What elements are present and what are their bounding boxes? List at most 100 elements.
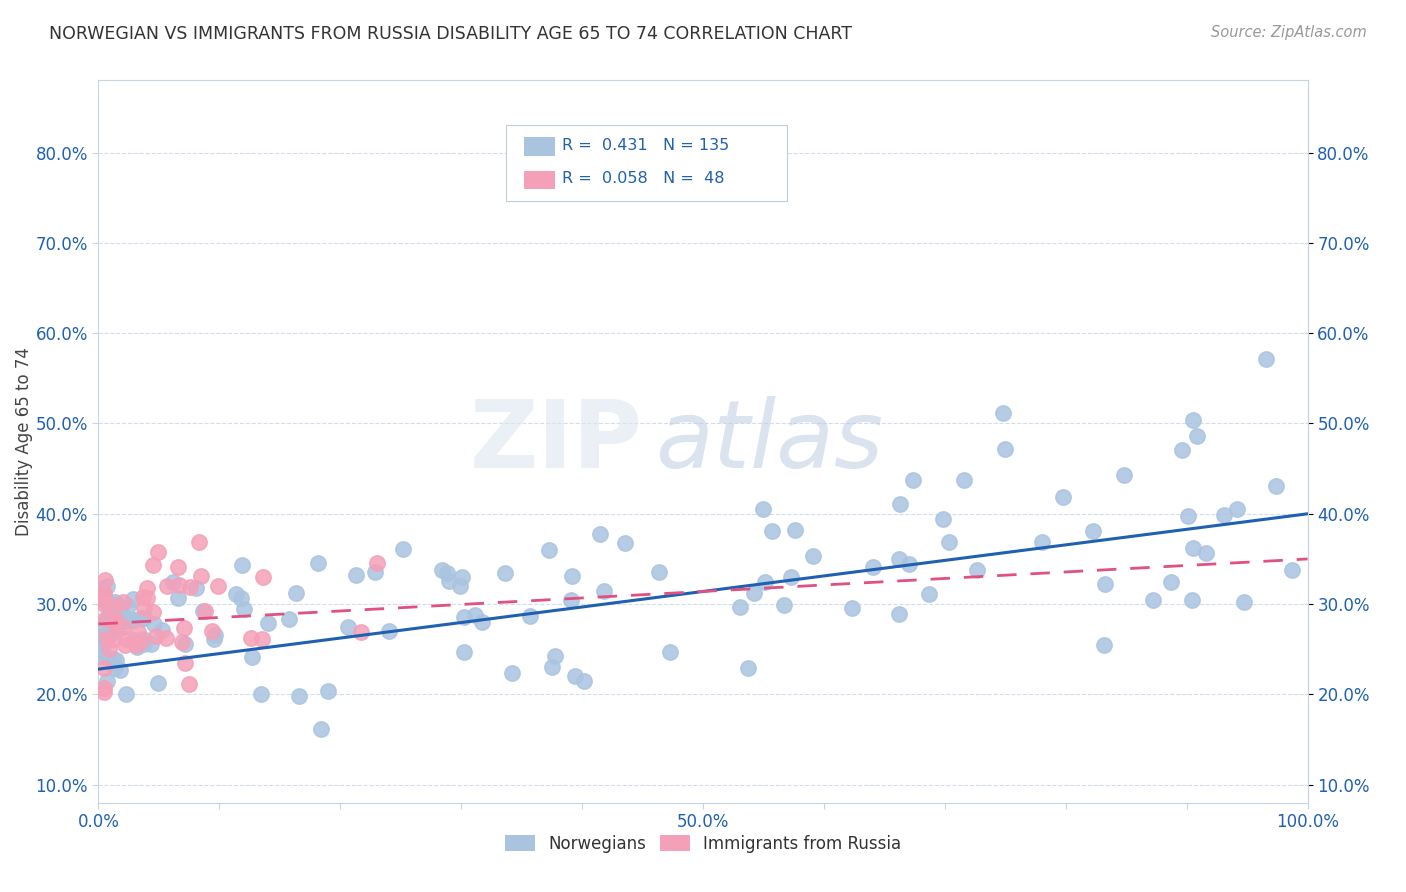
Point (103, 614, 125, 628)
Point (561, 569, 583, 583)
Point (101, 600, 124, 615)
Point (307, 556, 329, 570)
Point (841, 600, 863, 615)
Point (125, 640, 148, 654)
Point (284, 585, 307, 599)
Point (104, 652, 127, 666)
Point (98, 607, 121, 622)
Point (114, 638, 136, 652)
Point (761, 524, 783, 538)
Point (887, 607, 910, 621)
Point (207, 579, 229, 593)
Point (90, 643, 112, 657)
Point (1226, 502, 1249, 516)
Point (593, 583, 616, 598)
Point (519, 608, 541, 623)
Point (104, 661, 127, 675)
Point (135, 581, 157, 595)
Point (364, 565, 387, 579)
Point (117, 599, 139, 613)
Point (105, 597, 128, 611)
Point (240, 631, 263, 645)
Point (93, 637, 115, 651)
Point (889, 551, 911, 566)
Point (93, 661, 115, 675)
Point (167, 560, 190, 574)
Point (111, 619, 134, 633)
Point (780, 570, 803, 584)
Point (898, 557, 921, 571)
Point (1031, 535, 1053, 549)
Point (659, 645, 682, 659)
Point (229, 591, 252, 605)
Point (1052, 490, 1074, 504)
Point (156, 579, 179, 593)
Point (96, 613, 118, 627)
Point (115, 632, 138, 647)
Point (614, 536, 637, 550)
Point (131, 633, 153, 648)
Point (184, 581, 207, 595)
Point (93, 586, 115, 600)
Point (233, 601, 256, 615)
Point (1142, 593, 1164, 607)
Point (132, 610, 155, 624)
Point (122, 591, 145, 606)
Point (94, 612, 117, 626)
Point (93, 610, 115, 624)
Point (1083, 524, 1105, 538)
Point (889, 497, 911, 511)
Point (193, 604, 215, 618)
Point (1160, 574, 1182, 589)
Point (132, 611, 155, 625)
Point (146, 545, 169, 559)
Point (744, 586, 766, 600)
Point (311, 722, 333, 736)
Legend: Norwegians, Immigrants from Russia: Norwegians, Immigrants from Russia (498, 828, 908, 860)
Text: ZIP: ZIP (470, 395, 643, 488)
Point (344, 567, 367, 582)
Text: R =  0.431   N = 135: R = 0.431 N = 135 (562, 138, 730, 153)
Point (111, 595, 134, 609)
Point (287, 689, 309, 703)
Point (450, 570, 472, 584)
Point (250, 687, 273, 701)
Point (97, 595, 120, 609)
Point (994, 442, 1017, 457)
Point (93, 589, 115, 603)
Point (541, 660, 564, 674)
Point (103, 632, 125, 647)
Point (97, 613, 120, 627)
Point (93, 634, 115, 648)
Text: R =  0.058   N =  48: R = 0.058 N = 48 (562, 171, 725, 186)
Point (98, 629, 121, 643)
Point (90, 629, 112, 643)
Point (131, 632, 153, 646)
Point (252, 569, 274, 583)
Point (277, 612, 299, 626)
Point (366, 556, 388, 570)
Point (97, 611, 120, 625)
Point (124, 638, 146, 652)
Point (1177, 508, 1199, 523)
Point (589, 526, 612, 541)
Point (785, 523, 807, 537)
Point (93, 685, 115, 699)
Point (537, 542, 560, 557)
Point (114, 614, 136, 628)
Point (544, 648, 567, 663)
Point (190, 569, 212, 583)
Point (1194, 546, 1216, 560)
Point (1265, 479, 1288, 493)
Point (1185, 429, 1208, 443)
Point (471, 615, 494, 629)
Point (93, 573, 115, 587)
Point (391, 541, 413, 556)
Point (1281, 563, 1303, 577)
Point (1094, 577, 1116, 591)
Point (127, 624, 149, 639)
Point (134, 601, 156, 615)
Point (1114, 467, 1136, 482)
Point (1233, 595, 1256, 609)
Point (103, 615, 125, 630)
